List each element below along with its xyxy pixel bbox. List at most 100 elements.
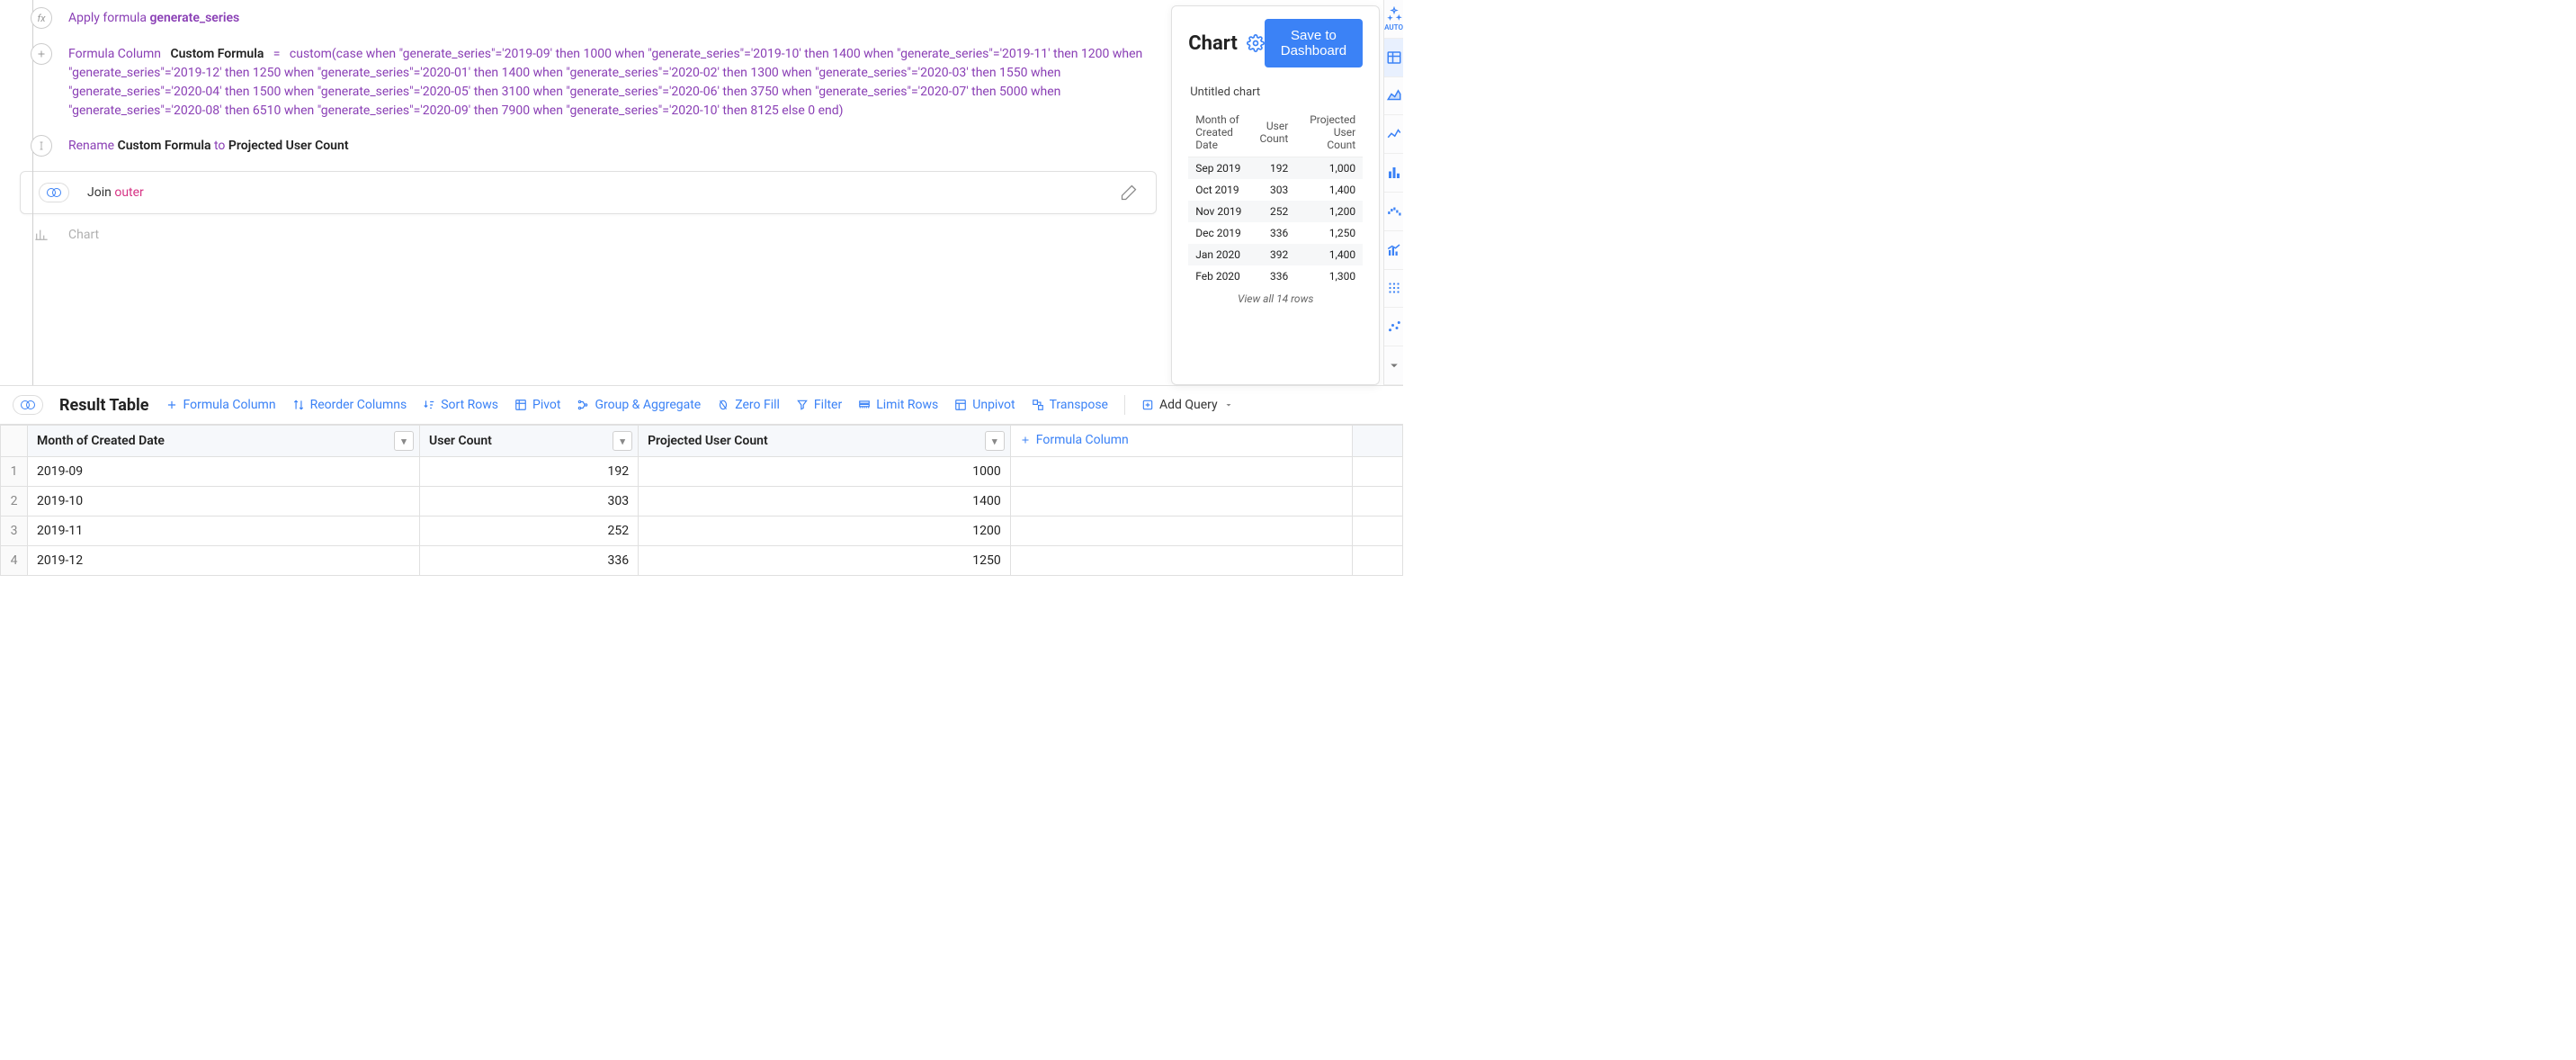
preview-cell-projected: 1,400 xyxy=(1295,244,1363,265)
save-to-dashboard-button[interactable]: Save to Dashboard xyxy=(1265,19,1363,67)
chart-panel: Chart Save to Dashboard Untitled chart M… xyxy=(1171,5,1380,385)
join-text: Join outer xyxy=(87,185,1120,200)
chart-preview-table: Month of Created Date User Count Project… xyxy=(1188,108,1363,287)
preview-col-projected: Projected User Count xyxy=(1295,108,1363,157)
top-area: fx Apply formula generate_series Formula… xyxy=(0,0,1403,385)
rename-to: Projected User Count xyxy=(228,139,349,153)
tool-pivot-label: Pivot xyxy=(532,398,560,412)
tool-transpose[interactable]: Transpose xyxy=(1032,398,1108,412)
rename-prefix: Rename xyxy=(68,139,114,153)
preview-cell-usercount: 336 xyxy=(1249,265,1295,287)
column-dropdown-icon[interactable]: ▾ xyxy=(394,431,414,451)
join-icon xyxy=(39,183,69,202)
preview-cell-month: Oct 2019 xyxy=(1188,179,1249,201)
result-row: 12019-091921000 xyxy=(1,457,1403,487)
tool-limit-rows[interactable]: Limit Rows xyxy=(858,398,938,412)
view-all-rows-link[interactable]: View all 14 rows xyxy=(1188,287,1363,310)
tool-formula-column[interactable]: Formula Column xyxy=(165,398,276,412)
chart-step-icon xyxy=(31,227,52,243)
tool-pivot[interactable]: Pivot xyxy=(514,398,560,412)
equals-sign: = xyxy=(273,47,281,61)
rail-hbar-icon[interactable] xyxy=(1384,270,1403,309)
result-cell-empty xyxy=(1352,517,1402,546)
tool-unpivot-label: Unpivot xyxy=(972,398,1015,412)
tool-zero-fill[interactable]: Zero Fill xyxy=(717,398,780,412)
rail-area-icon[interactable] xyxy=(1384,77,1403,116)
rail-line-icon[interactable] xyxy=(1384,115,1403,154)
step-join-card[interactable]: Join outer xyxy=(20,171,1157,214)
column-dropdown-icon[interactable]: ▾ xyxy=(985,431,1005,451)
result-section: Result Table Formula Column Reorder Colu… xyxy=(0,385,1403,576)
chevron-down-icon xyxy=(1223,400,1234,410)
step-rename: Rename Custom Formula to Projected User … xyxy=(9,128,1162,164)
tool-transpose-label: Transpose xyxy=(1050,398,1108,412)
result-cell-usercount: 303 xyxy=(420,487,639,517)
fx-icon[interactable]: fx xyxy=(31,7,52,29)
result-cell-month: 2019-11 xyxy=(28,517,420,546)
result-cell-empty xyxy=(1352,546,1402,576)
result-rownum: 4 xyxy=(1,546,28,576)
tool-group-aggregate-label: Group & Aggregate xyxy=(595,398,701,412)
step-apply-formula: fx Apply formula generate_series xyxy=(9,0,1162,36)
app-root: fx Apply formula generate_series Formula… xyxy=(0,0,1403,576)
tool-reorder-columns[interactable]: Reorder Columns xyxy=(292,398,407,412)
tool-reorder-columns-label: Reorder Columns xyxy=(310,398,407,412)
custom-formula-label: Custom Formula xyxy=(170,47,264,61)
rename-from: Custom Formula xyxy=(118,139,211,153)
result-col-empty xyxy=(1352,426,1402,457)
result-cell-projected: 1400 xyxy=(639,487,1011,517)
apply-formula-text: Apply formula generate_series xyxy=(68,7,1162,28)
preview-cell-usercount: 252 xyxy=(1249,201,1295,222)
tool-sort-rows[interactable]: Sort Rows xyxy=(423,398,498,412)
rail-auto[interactable]: AUTO xyxy=(1384,0,1403,39)
column-dropdown-icon[interactable]: ▾ xyxy=(613,431,632,451)
tool-unpivot[interactable]: Unpivot xyxy=(954,398,1015,412)
rail-scatter-icon[interactable] xyxy=(1384,308,1403,346)
tool-formula-column-label: Formula Column xyxy=(183,398,276,412)
preview-row: Dec 20193361,250 xyxy=(1188,222,1363,244)
result-cell-projected: 1200 xyxy=(639,517,1011,546)
result-col-month[interactable]: Month of Created Date ▾ xyxy=(28,426,420,457)
preview-row: Sep 20191921,000 xyxy=(1188,157,1363,180)
rail-auto-label: AUTO xyxy=(1384,23,1403,31)
rail-more-icon[interactable] xyxy=(1384,346,1403,385)
preview-cell-projected: 1,250 xyxy=(1295,222,1363,244)
preview-row: Nov 20192521,200 xyxy=(1188,201,1363,222)
result-cell-usercount: 336 xyxy=(420,546,639,576)
plus-icon[interactable] xyxy=(31,43,52,65)
text-cursor-icon[interactable] xyxy=(31,135,52,157)
apply-formula-prefix: Apply formula xyxy=(68,11,147,25)
rail-table-icon[interactable] xyxy=(1384,39,1403,77)
result-row: 22019-103031400 xyxy=(1,487,1403,517)
result-rownum: 1 xyxy=(1,457,28,487)
tool-filter-label: Filter xyxy=(814,398,842,412)
chart-type-rail: AUTO xyxy=(1383,0,1403,385)
rail-combo-icon[interactable] xyxy=(1384,231,1403,270)
add-query-button[interactable]: Add Query xyxy=(1141,398,1234,412)
preview-cell-month: Feb 2020 xyxy=(1188,265,1249,287)
edit-icon[interactable] xyxy=(1120,184,1138,202)
tool-zero-fill-label: Zero Fill xyxy=(735,398,780,412)
chart-step-label: Chart xyxy=(68,228,99,242)
result-cell-empty xyxy=(1010,487,1352,517)
preview-cell-projected: 1,300 xyxy=(1295,265,1363,287)
result-col-month-label: Month of Created Date xyxy=(37,434,165,448)
add-query-label: Add Query xyxy=(1159,398,1218,412)
preview-row: Jan 20203921,400 xyxy=(1188,244,1363,265)
preview-cell-usercount: 303 xyxy=(1249,179,1295,201)
result-col-formula[interactable]: Formula Column xyxy=(1010,426,1352,457)
chart-body: Untitled chart Month of Created Date Use… xyxy=(1172,76,1379,321)
chart-settings-icon[interactable] xyxy=(1247,34,1265,52)
formula-column-text: Formula Column Custom Formula = custom(c… xyxy=(68,43,1162,121)
preview-cell-month: Dec 2019 xyxy=(1188,222,1249,244)
chart-title: Chart xyxy=(1188,32,1238,55)
result-col-usercount[interactable]: User Count ▾ xyxy=(420,426,639,457)
rail-bar-icon[interactable] xyxy=(1384,154,1403,193)
step-chart[interactable]: Chart xyxy=(9,221,1162,243)
tool-filter[interactable]: Filter xyxy=(796,398,842,412)
tool-group-aggregate[interactable]: Group & Aggregate xyxy=(577,398,701,412)
result-col-projected[interactable]: Projected User Count ▾ xyxy=(639,426,1011,457)
rename-connector: to xyxy=(214,139,225,153)
rail-waterfall-icon[interactable] xyxy=(1384,193,1403,231)
add-formula-column-link[interactable]: Formula Column xyxy=(1020,433,1129,447)
